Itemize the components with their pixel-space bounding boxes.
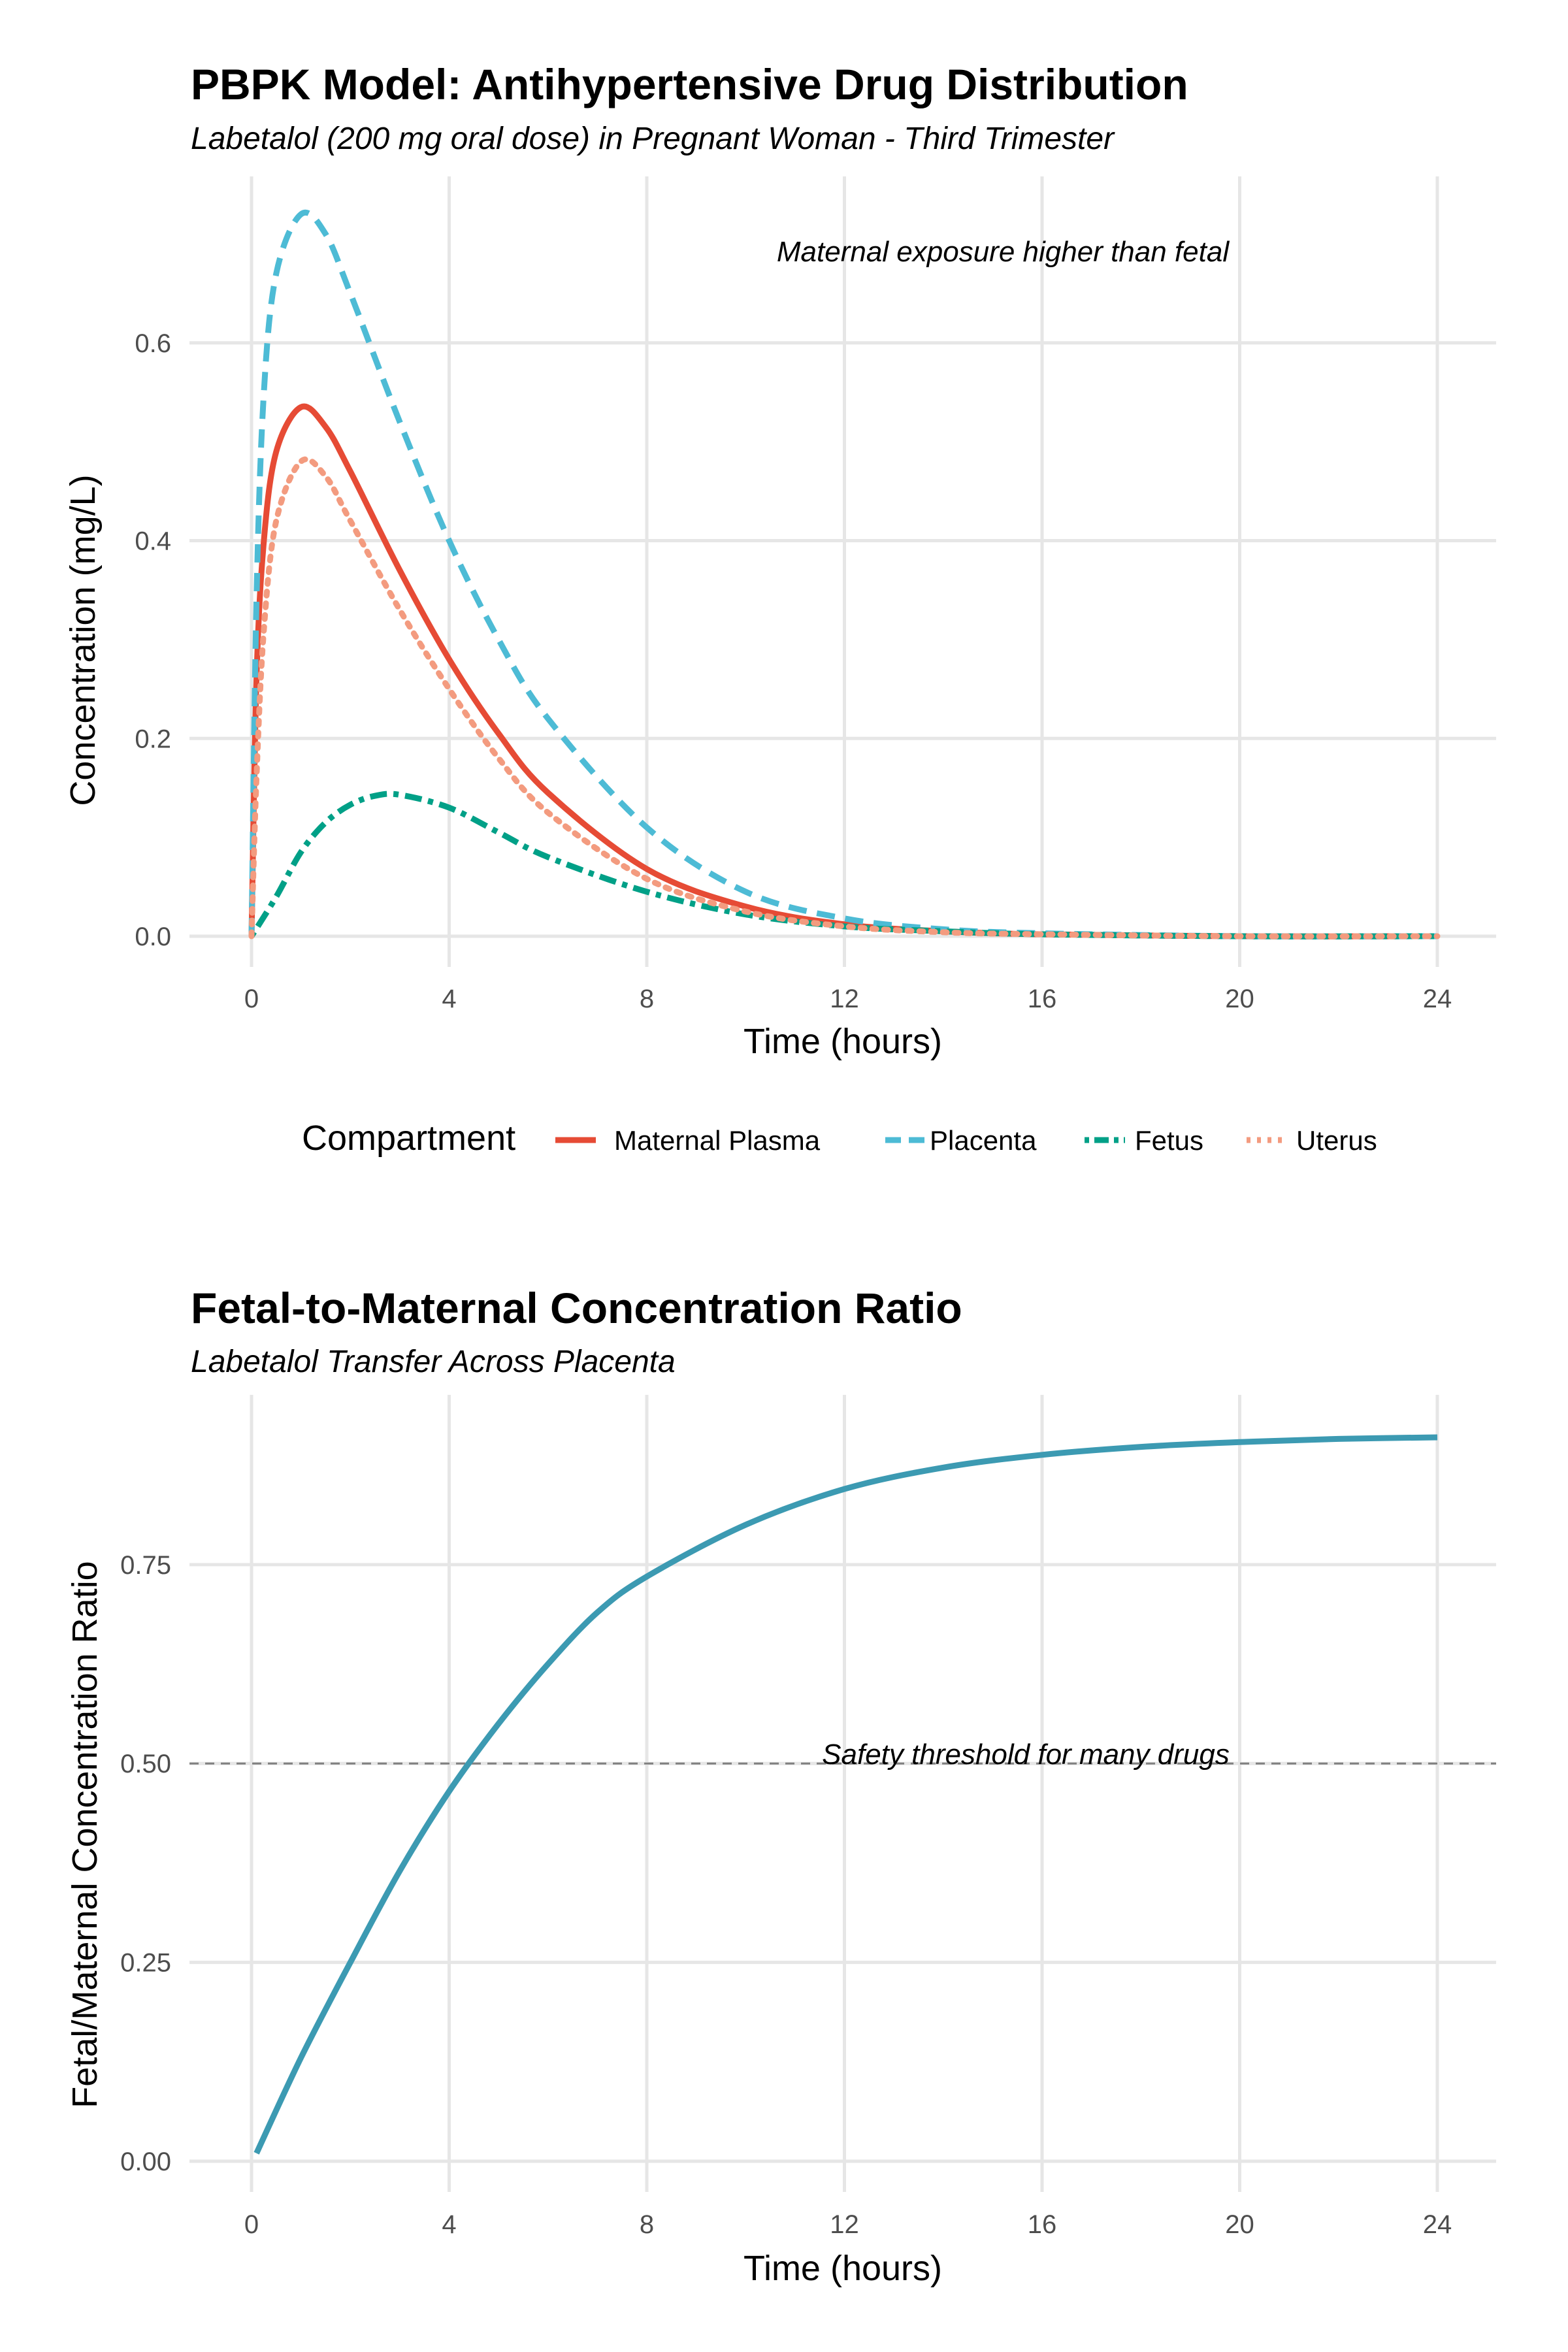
legend-title: Compartment <box>302 1119 515 1158</box>
x-tick-label: 8 <box>640 985 654 1013</box>
x-tick-label: 12 <box>830 2210 859 2239</box>
gridlines <box>189 1395 1496 2192</box>
x-tick-label: 16 <box>1028 2210 1057 2239</box>
y-tick-label: 0.4 <box>135 527 171 556</box>
ratio-chart: Fetal-to-Maternal Concentration Ratio La… <box>65 1284 1496 2288</box>
series-line-ratio <box>253 1434 1438 2155</box>
concentration-chart: PBPK Model: Antihypertensive Drug Distri… <box>63 60 1496 1158</box>
y-tick-label: 0.6 <box>135 329 171 358</box>
y-tick-label: 0.50 <box>120 1750 171 1778</box>
y-tick-label: 0.75 <box>120 1551 171 1580</box>
legend-label-fetus: Fetus <box>1135 1125 1203 1156</box>
chart-subtitle: Labetalol Transfer Across Placenta <box>191 1345 676 1379</box>
x-tick-label: 8 <box>640 2210 654 2239</box>
x-tick-label: 12 <box>830 985 859 1013</box>
x-tick-label: 0 <box>244 2210 259 2239</box>
chart-title: PBPK Model: Antihypertensive Drug Distri… <box>191 60 1188 108</box>
y-axis-title: Concentration (mg/L) <box>63 474 103 806</box>
y-axis-ticks: 0.00 0.25 0.50 0.75 <box>120 1551 171 2176</box>
chart-title: Fetal-to-Maternal Concentration Ratio <box>191 1284 962 1332</box>
legend-label-maternal-plasma: Maternal Plasma <box>614 1125 821 1156</box>
x-tick-label: 20 <box>1225 985 1254 1013</box>
chart-annotation: Maternal exposure higher than fetal <box>777 236 1230 268</box>
y-tick-label: 0.00 <box>120 2148 171 2176</box>
y-tick-label: 0.2 <box>135 725 171 753</box>
x-tick-label: 20 <box>1225 2210 1254 2239</box>
legend-label-placenta: Placenta <box>930 1125 1037 1156</box>
x-axis-title: Time (hours) <box>743 2249 942 2288</box>
x-axis-ticks: 0 4 8 12 16 20 24 <box>244 985 1452 1013</box>
x-tick-label: 4 <box>442 985 456 1013</box>
y-axis-ticks: 0.0 0.2 0.4 0.6 <box>135 329 171 951</box>
x-tick-label: 16 <box>1028 985 1057 1013</box>
gridlines <box>189 176 1496 967</box>
y-tick-label: 0.25 <box>120 1949 171 1978</box>
y-axis-title: Fetal/Maternal Concentration Ratio <box>65 1561 105 2108</box>
y-tick-label: 0.0 <box>135 923 171 951</box>
x-tick-label: 4 <box>442 2210 456 2239</box>
series-line-uterus <box>248 456 1441 939</box>
x-axis-title: Time (hours) <box>743 1022 942 1061</box>
legend-label-uterus: Uterus <box>1296 1125 1377 1156</box>
x-axis-ticks: 0 4 8 12 16 20 24 <box>244 2210 1452 2239</box>
legend: Compartment Maternal Plasma Placenta Fet… <box>302 1119 1377 1158</box>
series-lines <box>253 1434 1438 2155</box>
x-tick-label: 24 <box>1423 985 1452 1013</box>
chart-annotation: Safety threshold for many drugs <box>822 1739 1230 1771</box>
x-tick-label: 24 <box>1423 2210 1452 2239</box>
x-tick-label: 0 <box>244 985 259 1013</box>
chart-subtitle: Labetalol (200 mg oral dose) in Pregnant… <box>191 122 1115 156</box>
series-lines <box>248 210 1441 939</box>
